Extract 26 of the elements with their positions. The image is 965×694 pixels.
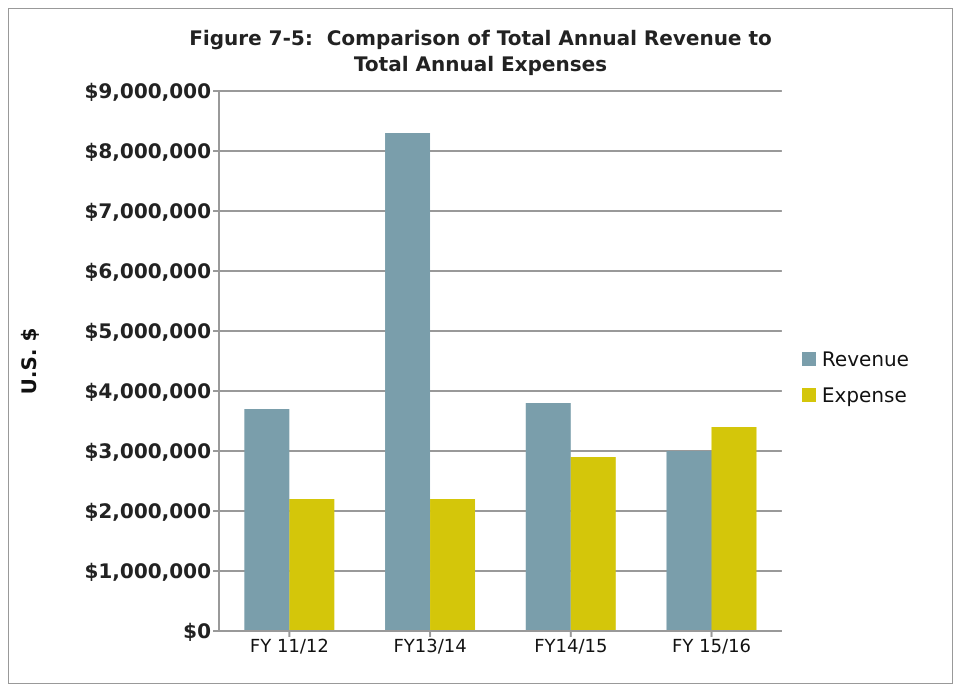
y-tick-label: $9,000,000 [84,79,211,104]
y-tick-label: $0 [183,619,211,644]
y-tick-label: $1,000,000 [84,559,211,584]
x-tick-label: FY 15/16 [672,636,752,657]
x-tick-label: FY13/14 [393,636,467,657]
y-tick-label: $4,000,000 [84,379,211,404]
bar [666,451,712,631]
x-tick-label: FY14/15 [534,636,608,657]
x-tick-label: FY 11/12 [250,636,329,657]
bar [570,457,616,631]
chart-title: Figure 7-5: Comparison of Total Annual Revenue to Total Annual Expenses [188,25,773,77]
bar [430,499,476,631]
bar [244,409,290,631]
y-tick-label: $8,000,000 [84,139,211,164]
legend-label: Expense [822,382,907,409]
y-tick-label: $6,000,000 [84,259,211,284]
y-tick-label: $7,000,000 [84,199,211,224]
y-tick-label: $3,000,000 [84,439,211,464]
legend-label: Revenue [822,346,909,373]
y-axis-title: U.S. $ [17,328,42,394]
y-tick-label: $2,000,000 [84,499,211,524]
bar [712,427,756,631]
bar [289,499,334,631]
bar [526,403,571,631]
y-tick-label: $5,000,000 [84,319,211,344]
bar [385,133,430,631]
